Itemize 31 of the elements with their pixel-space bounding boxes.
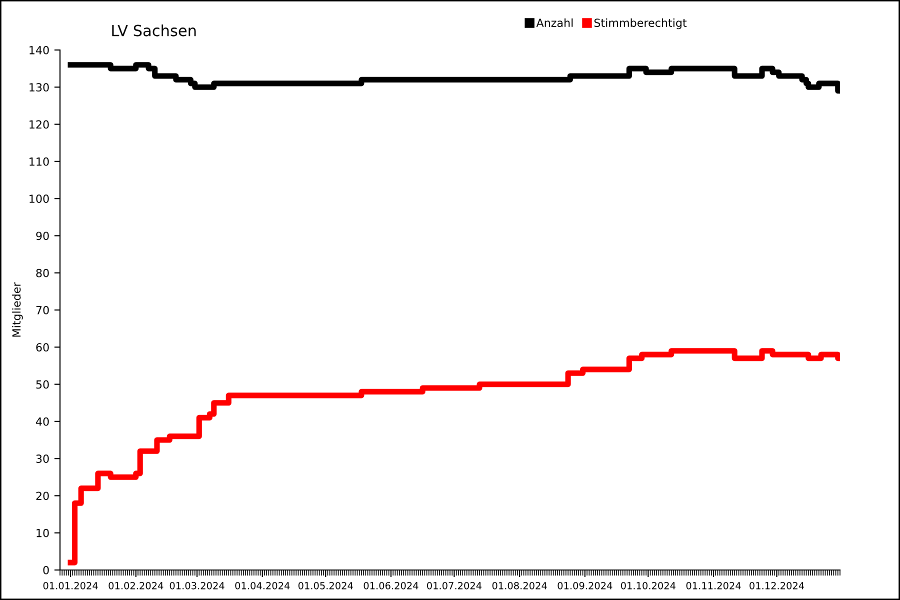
y-tick-label: 40	[36, 417, 49, 426]
y-tick-label: 70	[36, 306, 49, 314]
x-tick-label: 01.09.2024	[558, 582, 612, 590]
y-tick-label: 80	[36, 268, 49, 278]
y-tick-label: 10	[36, 528, 49, 538]
legend-label: Anzahl	[536, 18, 573, 27]
x-tick-label: 01.02.2024	[108, 582, 164, 590]
y-axis-title: Mitglieder	[12, 282, 23, 337]
x-tick-label: 01.03.2024	[170, 582, 224, 590]
y-tick-label: 100	[30, 194, 49, 203]
y-tick-label: 50	[36, 380, 49, 389]
x-tick-label: 01.07.2024	[427, 582, 482, 590]
y-tick-label: 90	[36, 232, 49, 240]
x-tick-label: 01.08.2024	[492, 582, 547, 590]
chart-title: LV Sachsen	[112, 24, 196, 36]
y-tick-label: 110	[30, 157, 49, 166]
x-tick-label: 01.12.2024	[750, 582, 804, 590]
x-tick-label: 01.11.2024	[686, 582, 741, 590]
y-tick-label: 30	[36, 454, 49, 463]
y-tick-label: 20	[36, 492, 49, 500]
y-tick-label: 60	[36, 343, 49, 352]
y-tick-label: 140	[30, 46, 49, 54]
x-tick-label: 01.04.2024	[235, 582, 290, 590]
y-tick-label: 130	[30, 83, 49, 92]
y-tick-label: 0	[43, 566, 49, 574]
y-tick-label: 120	[30, 120, 49, 129]
x-tick-label: 01.05.2024	[298, 582, 353, 590]
x-tick-label: 01.10.2024	[620, 582, 676, 590]
x-tick-label: 01.01.2024	[43, 582, 98, 590]
x-tick-label: 01.06.2024	[364, 582, 418, 590]
legend-label: Stimmberechtigt	[594, 18, 687, 30]
